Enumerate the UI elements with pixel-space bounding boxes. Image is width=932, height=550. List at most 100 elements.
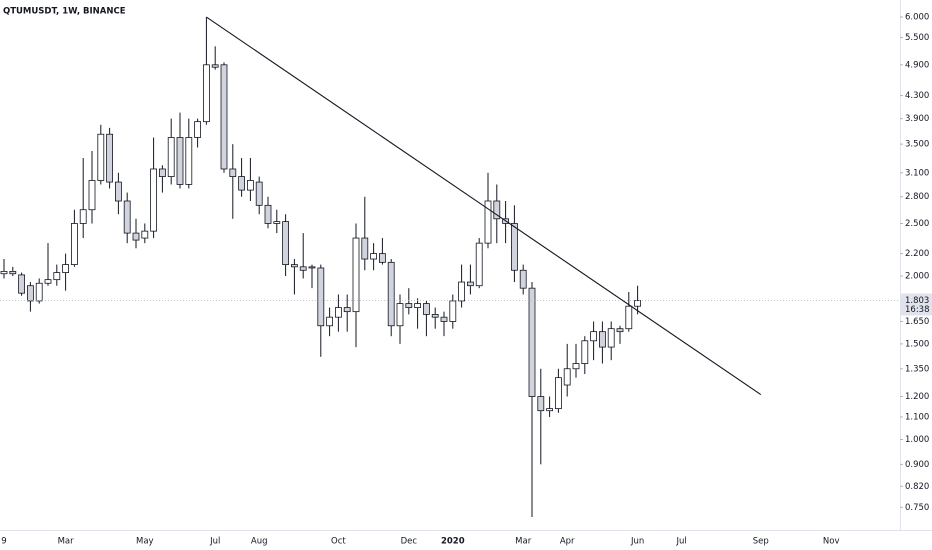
candle-body	[405, 303, 413, 308]
candle-body	[71, 223, 78, 265]
candle-body	[106, 133, 113, 183]
y-tick-label: 4.900	[905, 60, 929, 70]
x-tick-label: Mar	[58, 537, 75, 547]
candle-body	[26, 285, 34, 302]
candle-body	[185, 137, 193, 185]
candle-body	[484, 200, 492, 244]
candle-body	[176, 137, 184, 185]
candle-body	[581, 340, 589, 364]
y-tick-label: 1.100	[905, 413, 929, 423]
y-tick-label: 1.500	[905, 339, 929, 349]
candle-body	[616, 328, 624, 333]
candle-body	[299, 266, 307, 271]
y-tick-label: 3.100	[905, 168, 929, 178]
candle-body	[343, 307, 351, 313]
candle-body	[634, 300, 641, 307]
candle-body	[115, 181, 122, 202]
y-tick-label: 1.000	[905, 435, 929, 445]
candle-body	[264, 204, 272, 224]
candle-body	[194, 121, 202, 138]
candle-body	[141, 230, 149, 239]
candle-body	[326, 316, 334, 327]
y-tick-label: 0.900	[905, 460, 929, 470]
candle-body	[246, 180, 254, 191]
candle-body	[493, 200, 501, 220]
candle-body	[414, 303, 422, 308]
candle-body	[396, 303, 404, 327]
x-tick-label: 2020	[441, 537, 465, 547]
candle-body	[546, 408, 553, 412]
x-tick-label: Aug	[251, 537, 268, 547]
candle-body	[44, 279, 52, 284]
candle-body	[458, 281, 466, 302]
candle-body	[537, 396, 545, 412]
candle-body	[625, 305, 633, 330]
candle-body	[308, 266, 316, 269]
candle-body	[88, 180, 96, 211]
x-tick-label: Mar	[515, 537, 532, 547]
candle-body	[361, 237, 369, 260]
candle-body	[528, 287, 536, 397]
candle-body	[563, 368, 571, 386]
candle-body	[387, 261, 395, 327]
candle-body	[590, 331, 597, 342]
x-tick-label: 9	[1, 537, 6, 547]
candle-body	[62, 264, 69, 273]
candle-body	[18, 274, 26, 294]
candle-body	[123, 200, 131, 234]
candle-body	[229, 168, 237, 177]
candle-body	[370, 253, 378, 260]
candle-body	[238, 176, 246, 191]
candle-body	[282, 221, 290, 265]
x-tick-label: Sep	[753, 537, 769, 547]
candle-body	[510, 223, 518, 271]
y-tick-label: 0.750	[905, 503, 929, 513]
y-tick-label: 6.000	[905, 13, 929, 23]
candle-body	[475, 242, 483, 287]
candle-body	[334, 307, 342, 318]
candle-body	[572, 363, 580, 370]
y-tick-label: 2.500	[905, 219, 929, 229]
candle-body	[97, 133, 105, 181]
x-tick-label: Jul	[209, 537, 220, 547]
y-tick-label: 2.800	[905, 192, 929, 202]
x-tick-label: Oct	[331, 537, 346, 547]
candle-body	[449, 300, 457, 322]
y-tick-label: 2.200	[905, 249, 929, 259]
candle-body	[440, 316, 448, 322]
candle-body	[202, 64, 210, 123]
candle-body	[607, 328, 615, 348]
y-tick-label: 3.500	[905, 140, 929, 150]
candle-body	[35, 282, 43, 302]
candle-body	[555, 377, 562, 410]
candle-body	[220, 64, 228, 170]
candle-body	[599, 331, 606, 348]
candle-body	[317, 267, 325, 327]
candle-body	[466, 281, 474, 287]
candle-body	[211, 64, 219, 68]
last-price-label: 1.803	[905, 296, 929, 306]
last-price-box	[901, 293, 932, 316]
countdown-label: 16:38	[905, 305, 930, 315]
candle-body	[150, 168, 158, 232]
y-tick-label: 1.350	[905, 364, 929, 374]
y-tick-label: 1.200	[905, 392, 929, 402]
candle-body	[255, 181, 263, 206]
candle-body	[0, 271, 8, 275]
x-tick-label: May	[136, 537, 154, 547]
candle-body	[167, 137, 175, 177]
candle-body	[9, 271, 17, 275]
y-tick-label: 4.300	[905, 91, 929, 101]
y-tick-label: 3.900	[905, 114, 929, 124]
candle-body	[79, 209, 87, 224]
x-tick-label: Dec	[401, 537, 418, 547]
candle-body	[378, 253, 386, 263]
chart-title: QTUMUSDT, 1W, BINANCE	[3, 7, 126, 17]
y-tick-label: 2.000	[905, 272, 929, 282]
y-tick-label: 1.650	[905, 317, 929, 327]
trendline	[206, 16, 762, 396]
x-tick-label: Jun	[630, 537, 644, 547]
candle-body	[519, 269, 527, 289]
